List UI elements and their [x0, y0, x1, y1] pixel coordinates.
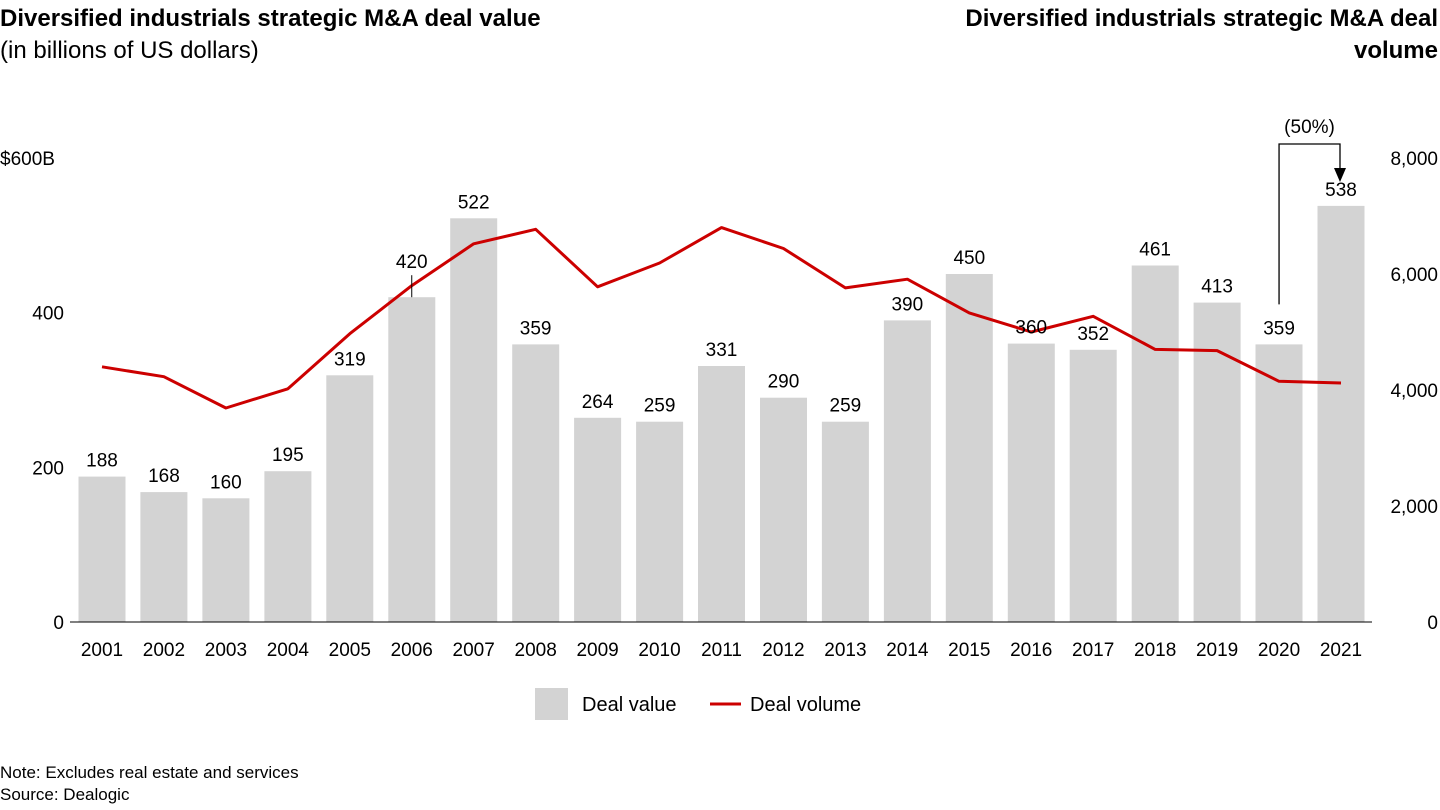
bar-2002: [140, 492, 188, 622]
data-label-2003: 160: [210, 472, 242, 493]
bar-2006: [388, 297, 436, 622]
bar-2010: [636, 421, 684, 622]
x-tick-2013: 2013: [824, 640, 866, 661]
bar-2003: [202, 498, 250, 622]
bar-2008: [512, 344, 560, 622]
x-tick-2009: 2009: [576, 640, 618, 661]
x-tick-2004: 2004: [267, 640, 310, 661]
x-tick-2021: 2021: [1320, 640, 1362, 661]
x-tick-2001: 2001: [81, 640, 123, 661]
right-tick-4000: 4,000: [1390, 381, 1438, 402]
left-tick-600: $600B: [0, 149, 55, 170]
right-tick-6000: 6,000: [1390, 265, 1438, 286]
chart-canvas: 188 168 160 195 319 420 522 359 264 259 331 290 259 3…: [0, 117, 1438, 720]
x-tick-2003: 2003: [205, 640, 247, 661]
legend-label-deal-value: Deal value: [582, 694, 677, 716]
data-label-2006: 420: [396, 252, 428, 273]
data-label-2015: 450: [953, 248, 985, 269]
right-tick-8000: 8,000: [1390, 149, 1438, 170]
right-tick-2000: 2,000: [1390, 497, 1438, 518]
x-tick-2012: 2012: [762, 640, 804, 661]
data-label-2004: 195: [272, 445, 304, 466]
chart-title-left: Diversified industrials strategic M&A de…: [0, 5, 541, 32]
data-label-2010: 259: [644, 396, 676, 417]
x-tick-2011: 2011: [701, 640, 742, 661]
data-label-2009: 264: [582, 392, 614, 413]
deal-volume-line: [101, 226, 1342, 410]
chart-title-right: Diversified industrials strategic M&A de…: [965, 5, 1438, 64]
change-bracket: [1278, 143, 1341, 305]
bar-2017: [1069, 349, 1117, 622]
bar-2016: [1007, 343, 1055, 622]
bar-2018: [1131, 265, 1179, 622]
data-label-2019: 413: [1201, 277, 1233, 298]
bar-2011: [698, 366, 745, 622]
data-label-2005: 319: [334, 349, 366, 370]
data-label-2008: 359: [520, 318, 552, 339]
bar-2013: [821, 421, 869, 622]
chart-note: Note: Excludes real estate and services: [0, 763, 299, 782]
bar-2015: [945, 274, 993, 622]
bar-2004: [264, 471, 312, 622]
change-annotation-label: (50%): [1284, 117, 1335, 138]
data-label-2007: 522: [458, 192, 490, 213]
bar-2021: [1317, 205, 1365, 622]
bar-2019: [1193, 302, 1241, 622]
x-tick-2002: 2002: [143, 640, 185, 661]
bar-2020: [1255, 344, 1303, 622]
bar-2014: [883, 320, 931, 622]
data-label-2021: 538: [1325, 180, 1357, 201]
x-tick-2008: 2008: [515, 640, 557, 661]
x-tick-2018: 2018: [1134, 640, 1176, 661]
x-tick-2014: 2014: [886, 640, 929, 661]
x-tick-2006: 2006: [391, 640, 433, 661]
chart-source: Source: Dealogic: [0, 785, 130, 804]
data-label-2018: 461: [1139, 239, 1171, 260]
bar-2009: [574, 417, 622, 622]
x-tick-2007: 2007: [453, 640, 495, 661]
x-tick-2016: 2016: [1010, 640, 1052, 661]
data-label-2013: 259: [830, 396, 862, 417]
bar-2012: [760, 397, 807, 622]
bar-2007: [450, 218, 498, 623]
x-tick-2020: 2020: [1258, 640, 1300, 661]
x-tick-2015: 2015: [948, 640, 990, 661]
data-label-2020: 359: [1263, 318, 1295, 339]
legend-swatch-deal-value: [535, 688, 568, 720]
data-label-2017: 352: [1077, 324, 1109, 345]
bar-2001: [78, 476, 126, 622]
chart-subtitle-left: (in billions of US dollars): [0, 37, 259, 64]
bar-2005: [326, 375, 374, 622]
x-tick-2005: 2005: [329, 640, 371, 661]
left-tick-200: 200: [32, 458, 64, 479]
data-label-2002: 168: [148, 466, 180, 487]
data-label-2001: 188: [86, 451, 118, 472]
data-label-2014: 390: [891, 294, 923, 315]
x-tick-2017: 2017: [1072, 640, 1114, 661]
x-tick-2010: 2010: [638, 640, 680, 661]
data-label-2016: 360: [1015, 318, 1047, 339]
data-label-2011: 331: [706, 340, 738, 361]
left-tick-400: 400: [32, 304, 64, 325]
left-tick-0: 0: [53, 613, 64, 634]
data-label-2012: 290: [768, 372, 800, 393]
x-tick-2019: 2019: [1196, 640, 1238, 661]
legend-label-deal-volume: Deal volume: [750, 694, 861, 716]
right-tick-0: 0: [1427, 613, 1438, 634]
change-arrowhead: [1334, 168, 1346, 182]
